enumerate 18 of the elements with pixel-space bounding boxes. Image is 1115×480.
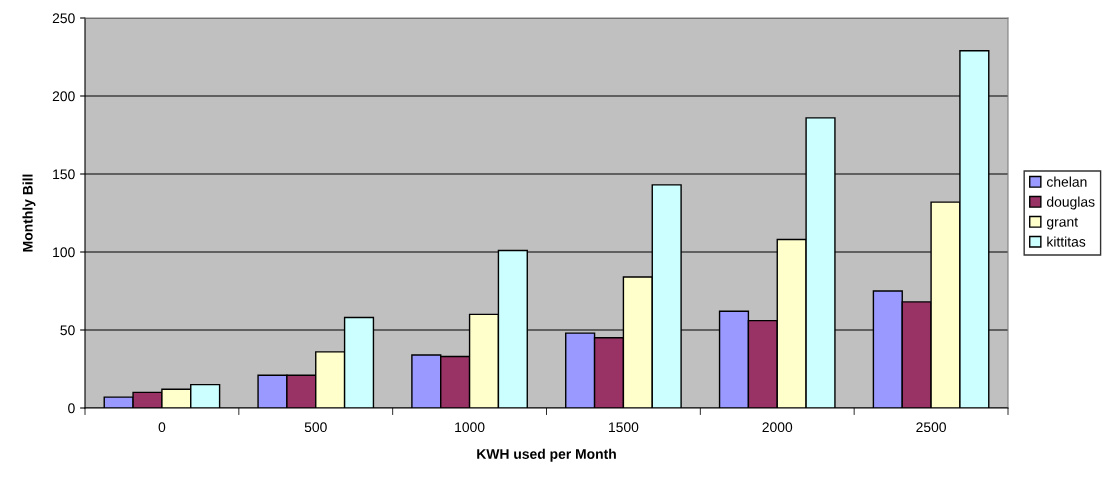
y-tick-label: 250 — [52, 13, 75, 24]
y-tick-label: 200 — [52, 91, 75, 102]
x-axis-title: KWH used per Month — [477, 448, 616, 462]
x-tick-label: 500 — [304, 422, 327, 433]
legend-label: chelan — [1046, 176, 1087, 187]
legend-label: kittitas — [1047, 236, 1086, 247]
y-tick-label: 50 — [60, 325, 75, 336]
y-tick-label: 100 — [53, 247, 75, 258]
y-tick-label: 0 — [68, 403, 75, 414]
y-axis-title: Monthly Bill — [22, 174, 36, 252]
x-tick-label: 2500 — [916, 422, 946, 433]
x-tick-label: 1500 — [609, 422, 639, 433]
legend-label: grant — [1046, 217, 1078, 230]
legend-label: douglas — [1046, 196, 1095, 210]
x-tick-label: 0 — [158, 422, 166, 433]
x-tick-label: 2000 — [762, 422, 793, 433]
x-tick-label: 1000 — [455, 422, 485, 433]
y-tick-label: 150 — [53, 169, 75, 180]
